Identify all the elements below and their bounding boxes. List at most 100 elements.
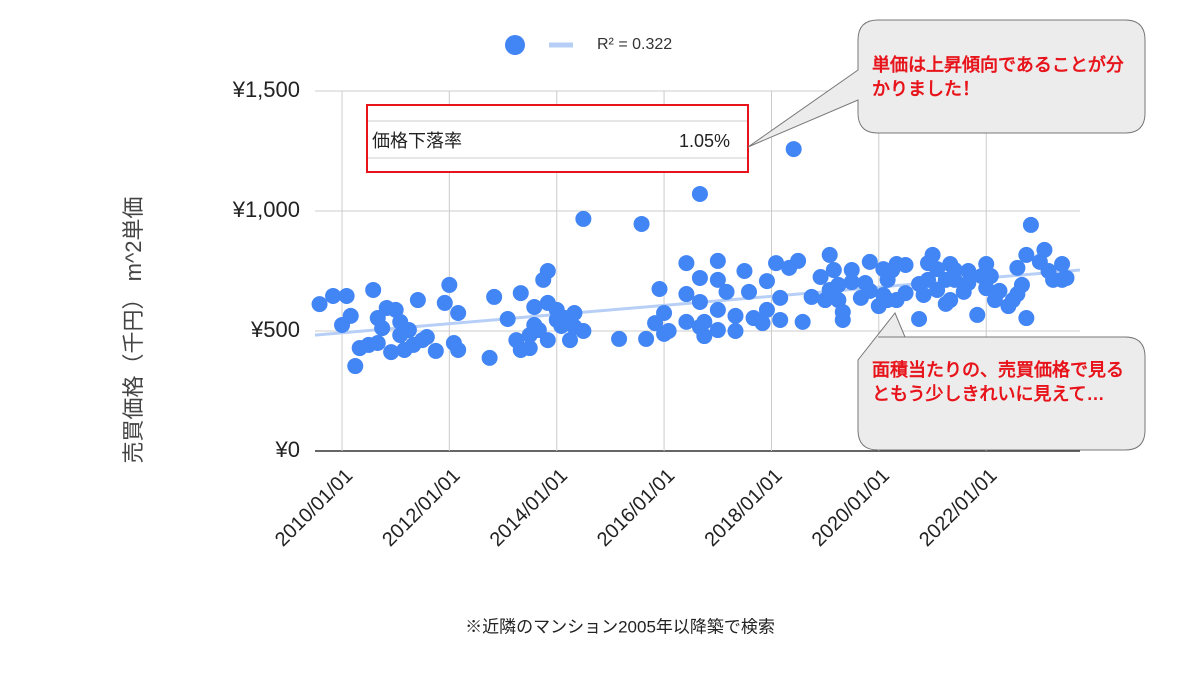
point xyxy=(897,285,914,302)
legend-label: R² = 0.322 xyxy=(597,36,672,53)
point xyxy=(660,323,677,339)
y-tick-label: ¥500 xyxy=(250,317,300,342)
point xyxy=(709,322,726,339)
point xyxy=(575,210,592,227)
point xyxy=(1018,246,1035,263)
point xyxy=(1022,216,1039,233)
point xyxy=(929,261,946,278)
point xyxy=(678,255,695,272)
point xyxy=(369,335,386,351)
x-tick-label: 2018/01/01 xyxy=(700,465,786,551)
overlay-label: 価格下落率 xyxy=(372,131,462,151)
point xyxy=(982,268,999,285)
point xyxy=(481,349,498,366)
point xyxy=(441,276,458,293)
point xyxy=(861,282,878,299)
x-tick-label: 2020/01/01 xyxy=(808,465,894,551)
point xyxy=(960,263,977,279)
point xyxy=(727,307,744,324)
point xyxy=(772,311,789,328)
point xyxy=(521,340,538,357)
point xyxy=(942,292,959,309)
point xyxy=(843,274,860,291)
point xyxy=(512,285,529,302)
point xyxy=(374,320,391,337)
x-tick-label: 2014/01/01 xyxy=(486,465,572,551)
point xyxy=(387,301,404,318)
point xyxy=(1018,310,1035,327)
point xyxy=(911,311,928,327)
point xyxy=(718,283,735,300)
point xyxy=(946,271,963,288)
point xyxy=(450,341,467,358)
point xyxy=(924,246,941,263)
point xyxy=(365,281,382,298)
x-axis-label: ※近隣のマンション2005年以降築で検索 xyxy=(465,617,775,636)
point xyxy=(709,271,726,288)
point xyxy=(812,269,829,285)
point xyxy=(821,246,838,263)
point xyxy=(656,305,673,321)
y-axis-label: 売買価格（千円） m^2単価 xyxy=(121,197,146,464)
point xyxy=(633,215,650,232)
point xyxy=(499,311,516,327)
point xyxy=(785,141,802,158)
point xyxy=(991,282,1008,299)
point xyxy=(526,299,543,315)
point xyxy=(539,263,556,279)
point xyxy=(834,311,851,328)
point xyxy=(709,252,726,269)
point xyxy=(830,276,847,293)
point xyxy=(758,301,775,318)
callout-bubble xyxy=(747,19,1146,148)
point xyxy=(696,313,713,330)
point xyxy=(342,307,359,324)
point xyxy=(338,287,355,304)
point xyxy=(1036,241,1053,258)
point xyxy=(566,305,583,321)
point xyxy=(696,328,713,345)
point xyxy=(830,292,847,309)
point xyxy=(754,315,771,332)
callout-bubble xyxy=(857,312,1146,451)
point xyxy=(678,286,695,303)
point xyxy=(960,275,977,291)
point xyxy=(418,329,435,345)
point xyxy=(638,330,655,347)
y-tick-label: ¥0 xyxy=(275,437,300,462)
point xyxy=(861,253,878,270)
point xyxy=(794,313,811,330)
legend-marker xyxy=(505,35,525,55)
point xyxy=(758,273,775,290)
point xyxy=(709,301,726,318)
point xyxy=(843,262,860,279)
point xyxy=(539,332,556,349)
y-tick-label: ¥1,000 xyxy=(232,197,300,222)
point xyxy=(790,252,807,269)
point xyxy=(1054,256,1071,273)
point xyxy=(436,294,453,311)
point xyxy=(915,287,932,303)
point xyxy=(383,344,400,361)
point xyxy=(736,263,753,279)
point xyxy=(803,288,820,305)
point xyxy=(969,306,986,323)
point xyxy=(450,305,467,321)
point xyxy=(347,358,364,375)
point xyxy=(741,283,758,300)
point xyxy=(691,293,708,310)
point xyxy=(1013,276,1030,293)
point xyxy=(311,296,328,313)
x-tick-label: 2016/01/01 xyxy=(593,465,679,551)
point xyxy=(897,257,914,273)
point xyxy=(768,255,785,272)
point xyxy=(400,322,417,339)
point xyxy=(427,342,444,359)
y-tick-label: ¥1,500 xyxy=(232,77,300,102)
point xyxy=(678,313,695,330)
point xyxy=(325,287,342,304)
callout-text: 面積当たりの、売買価格で見るともう少しきれいに見えて… xyxy=(872,360,1124,404)
overlay-box xyxy=(366,104,749,173)
